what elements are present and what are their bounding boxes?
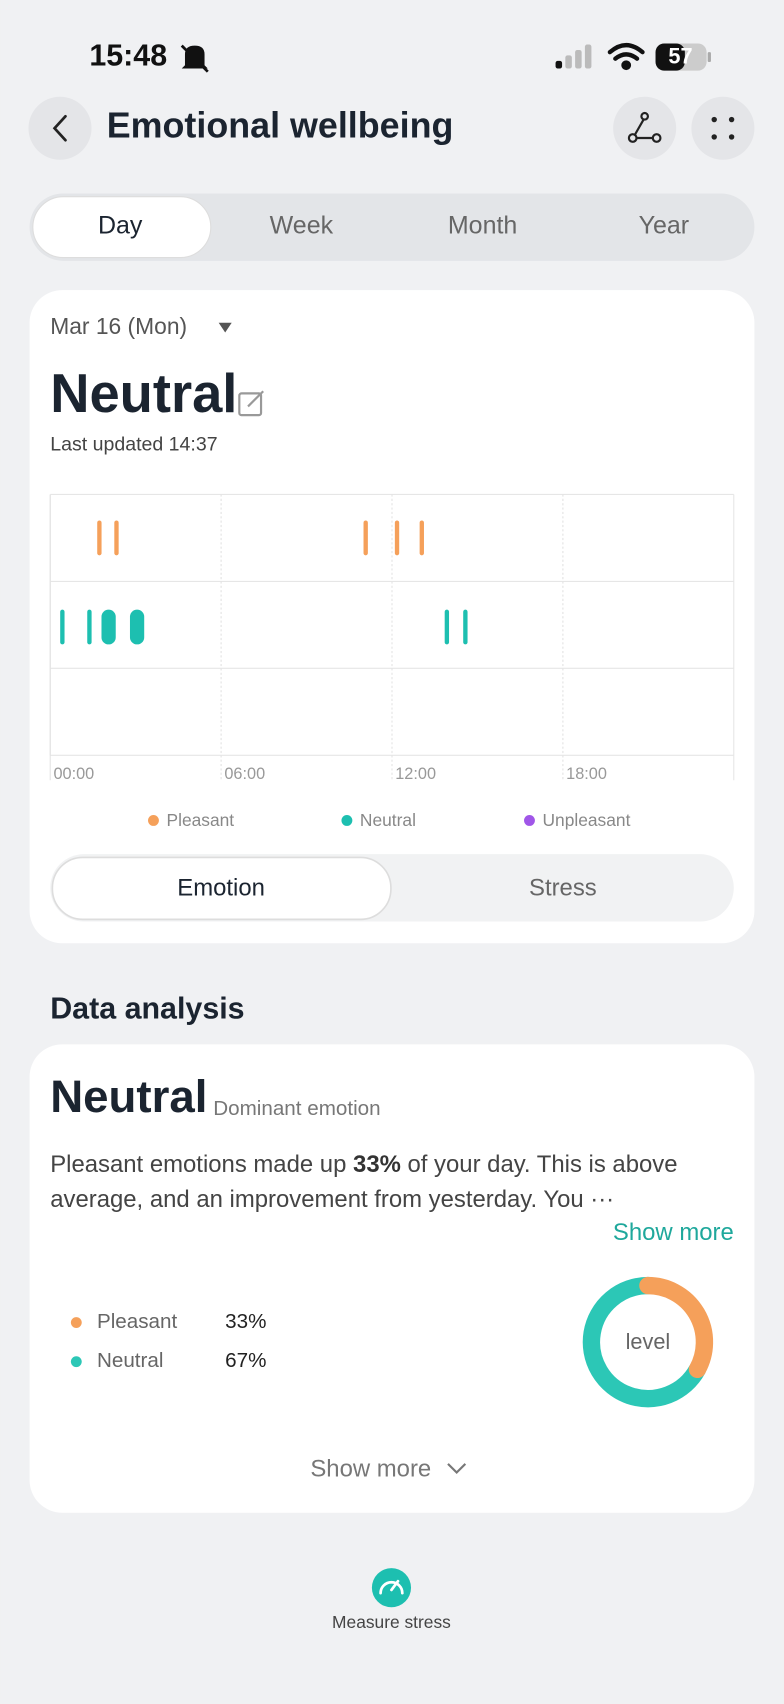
emotion-bar [463, 609, 468, 645]
highlight: 33% [353, 1151, 401, 1178]
legend-label: Neutral [360, 810, 416, 830]
toggle-option[interactable]: Emotion [177, 874, 265, 901]
x-tick-label: 00:00 [53, 765, 94, 783]
toggle-option[interactable]: Stress [529, 874, 597, 901]
emotion-bar [60, 609, 65, 645]
tab-bar [29, 193, 755, 261]
donut-chart: level Pleasant 33% Neutral 67% [70, 1276, 714, 1408]
x-tick-label: 12:00 [395, 765, 436, 783]
page-title: Emotional wellbeing [107, 106, 454, 146]
more-button[interactable] [691, 96, 755, 160]
show-more-button[interactable]: Show more [310, 1456, 431, 1483]
analysis-card [29, 1044, 755, 1513]
legend-dot [524, 815, 535, 826]
section-heading: Data analysis [50, 992, 244, 1026]
emotion: Neutral [50, 363, 237, 424]
legend-dot [148, 815, 159, 826]
timeline-chart: 00:00 06:00 12:00 18:00 [49, 493, 735, 783]
x-tick-label: 18:00 [566, 765, 607, 783]
battery-level: 57 [668, 43, 692, 68]
dominant-caption: Dominant emotion [213, 1097, 380, 1120]
share-icon [627, 111, 662, 143]
text: of your day. This is above [401, 1151, 678, 1178]
show-more-link[interactable]: Show more [613, 1219, 734, 1246]
tab[interactable]: Week [270, 212, 334, 240]
chevron-icon [447, 1463, 467, 1475]
breakdown-name: Pleasant [97, 1310, 178, 1333]
back-button[interactable] [28, 96, 92, 160]
tab[interactable]: Day [98, 212, 143, 240]
mute-icon [180, 44, 209, 73]
analysis-line: average, and an improvement from yesterd… [50, 1186, 614, 1213]
x-tick-label: 06:00 [224, 765, 265, 783]
legend-label: Unpleasant [543, 810, 631, 830]
analysis-line: Pleasant emotions made up 33% of your da… [50, 1151, 677, 1178]
emotion-bar [444, 609, 450, 645]
more-icon [711, 116, 735, 140]
breakdown-dot [70, 1317, 82, 1328]
breakdown-value: 33% [225, 1310, 266, 1333]
tab[interactable]: Month [448, 212, 517, 240]
donut-segment [639, 1276, 714, 1379]
tab-active [32, 196, 212, 259]
tabs: Day Week Month Year [32, 196, 689, 259]
breakdown-name: Neutral [97, 1349, 164, 1372]
measure-label[interactable]: Measure stress [332, 1612, 451, 1632]
gauge-glyph [379, 1579, 404, 1595]
breakdown-value: 67% [225, 1349, 266, 1372]
share-button[interactable] [613, 96, 677, 160]
toggle: Emotion Stress [51, 856, 597, 921]
emotion-bar [87, 609, 92, 645]
date[interactable]: Mar 16 (Mon) [50, 313, 187, 339]
back-icon [52, 114, 67, 142]
edit-icon[interactable] [238, 390, 264, 417]
emotion-bar [129, 609, 145, 645]
legend: Pleasant Neutral Unpleasant [148, 810, 631, 830]
legend-label: Pleasant [167, 810, 235, 830]
dominant-emotion: Neutral [50, 1071, 207, 1122]
wifi-icon [607, 42, 645, 71]
date-dropdown-icon[interactable] [218, 322, 232, 333]
last-updated: Last updated 14:37 [50, 434, 217, 456]
status-time: 15:48 [89, 39, 167, 73]
battery-icon: 57 [655, 43, 711, 71]
text: Pleasant emotions made up [50, 1151, 353, 1178]
donut-center-label: level [626, 1329, 671, 1354]
tab[interactable]: Year [639, 212, 689, 240]
donut-segment [582, 1276, 707, 1408]
breakdown-dot [70, 1356, 82, 1368]
toggle-active [51, 856, 392, 921]
emotion-bar [114, 520, 119, 556]
emotion-bar [394, 520, 400, 556]
legend-dot [341, 815, 353, 826]
emotion-bar [419, 520, 424, 556]
emotion-bar [101, 609, 116, 645]
emotion-bar [97, 520, 102, 556]
emotion-bar [363, 520, 368, 556]
signal-icon [555, 44, 592, 69]
